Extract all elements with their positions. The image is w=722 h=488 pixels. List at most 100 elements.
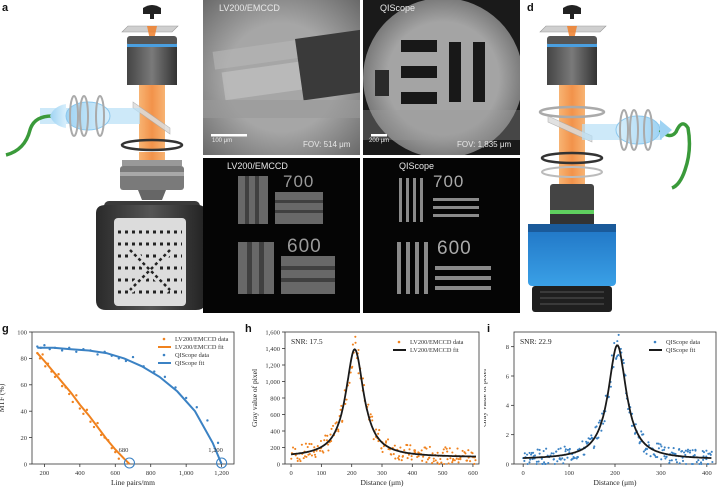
data-point <box>41 353 44 356</box>
data-point <box>400 459 403 462</box>
data-point <box>448 447 451 450</box>
data-point <box>598 419 602 422</box>
x-tick-label: 200 <box>347 470 357 477</box>
data-point <box>456 447 459 450</box>
data-point <box>313 453 317 456</box>
x-tick-label: 800 <box>146 470 156 477</box>
data-point <box>367 403 370 406</box>
data-point <box>568 447 571 450</box>
data-point <box>707 462 710 466</box>
panel-label-g: g <box>2 323 9 335</box>
data-point <box>675 458 678 461</box>
data-point <box>296 457 299 460</box>
data-point <box>451 451 454 454</box>
y-tick-label: 100 <box>17 329 27 336</box>
data-point <box>325 439 329 442</box>
data-point <box>709 453 712 456</box>
data-point <box>555 450 558 453</box>
legend-label: LV200/EMCCD data <box>410 339 464 346</box>
data-point <box>455 457 458 460</box>
data-point <box>573 456 576 460</box>
data-point <box>75 350 78 353</box>
data-point <box>630 424 633 427</box>
x-tick-label: 400 <box>75 470 85 477</box>
y-tick-label: 0 <box>24 461 27 468</box>
data-point <box>195 406 198 409</box>
data-point <box>542 449 545 453</box>
x-tick-label: 500 <box>438 470 448 477</box>
data-point <box>603 420 606 423</box>
data-point <box>541 462 544 466</box>
data-point <box>589 437 592 441</box>
data-point <box>453 459 456 462</box>
data-point <box>99 433 103 437</box>
data-point <box>684 462 688 466</box>
image-panel-e: LV200/EMCCD 700 600 <box>203 158 360 313</box>
data-point <box>85 408 89 412</box>
data-point <box>622 358 625 361</box>
data-point <box>601 412 604 415</box>
data-point <box>693 454 696 457</box>
data-point <box>563 445 566 448</box>
legend-label: QIScope fit <box>666 347 695 354</box>
data-point <box>523 459 526 463</box>
data-point <box>657 447 660 450</box>
x-axis-label: Line pairs/mm <box>111 478 155 487</box>
data-point <box>470 451 473 454</box>
data-point <box>378 429 381 432</box>
x-tick-label: 1,200 <box>214 470 229 477</box>
data-point <box>89 420 92 423</box>
data-point <box>663 448 666 451</box>
y-tick-label: 0 <box>277 461 280 468</box>
data-point <box>660 458 663 461</box>
data-point <box>463 451 466 454</box>
data-point <box>695 460 698 464</box>
x-tick-label: 0 <box>522 470 525 477</box>
data-point <box>348 381 351 384</box>
data-point <box>206 419 209 422</box>
panel-label-a: a <box>2 2 9 14</box>
data-point <box>386 438 390 441</box>
data-point <box>595 425 598 428</box>
x-tick-label: 600 <box>468 470 478 477</box>
data-point <box>310 443 313 446</box>
data-point <box>403 449 406 452</box>
data-point <box>562 462 565 465</box>
data-point <box>390 453 393 456</box>
x-tick-label: 200 <box>40 470 50 477</box>
data-point <box>71 400 74 404</box>
data-point <box>371 419 374 422</box>
data-point <box>439 457 442 461</box>
data-point <box>467 449 470 452</box>
data-point <box>559 458 562 461</box>
data-point <box>163 375 167 379</box>
data-point <box>683 451 686 454</box>
data-point <box>330 427 333 430</box>
legend-label: QIScope fit <box>175 360 204 367</box>
image-f-group-700: 700 <box>433 172 465 191</box>
data-point <box>568 451 571 454</box>
data-point <box>361 377 365 380</box>
data-point <box>393 444 396 447</box>
y-axis-label: MTF (%) <box>0 383 6 412</box>
data-point <box>592 447 595 450</box>
data-point <box>634 431 637 434</box>
fit-line <box>36 352 131 465</box>
data-point <box>422 455 425 458</box>
data-point <box>428 456 431 459</box>
data-point <box>431 452 434 455</box>
data-point <box>473 462 476 465</box>
data-point <box>316 445 319 448</box>
data-point <box>438 462 441 466</box>
data-point <box>647 441 650 444</box>
data-point <box>564 450 567 453</box>
data-point <box>566 448 569 452</box>
data-point <box>397 456 400 460</box>
y-tick-label: 80 <box>21 356 28 363</box>
data-point <box>561 457 564 460</box>
data-point <box>550 452 553 455</box>
data-point <box>593 445 596 448</box>
x-tick-label: 300 <box>377 470 387 477</box>
data-point <box>585 440 588 443</box>
data-point <box>60 349 64 352</box>
